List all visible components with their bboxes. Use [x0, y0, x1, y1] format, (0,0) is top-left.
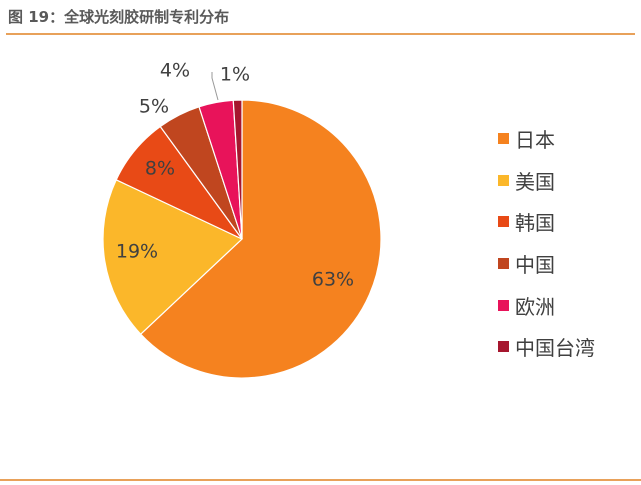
legend-item-china: 中国: [498, 243, 595, 285]
pie-slice-1: [102, 179, 244, 335]
label-leader-line: [211, 72, 219, 101]
pie-slice-5: [232, 99, 243, 240]
chart-title: 图 19：全球光刻胶研制专利分布: [8, 8, 230, 26]
legend-item-taiwan: 中国台湾: [498, 326, 595, 368]
legend-item-usa: 美国: [498, 160, 595, 202]
pie-chart: 63% 19% 8% 5% 4% 1%: [102, 60, 382, 379]
legend-swatch-japan: [498, 133, 509, 145]
legend-swatch-korea: [498, 216, 509, 228]
legend-item-japan: 日本: [498, 118, 595, 160]
legend-swatch-china: [498, 258, 509, 270]
legend-item-korea: 韩国: [498, 201, 595, 243]
legend-label-taiwan: 中国台湾: [515, 336, 595, 361]
legend-label-europe: 欧洲: [515, 294, 555, 319]
legend-label-china: 中国: [515, 253, 555, 278]
legend-item-europe: 欧洲: [498, 284, 595, 326]
data-label-3: 5%: [139, 96, 169, 118]
bottom-rule: [0, 479, 641, 481]
data-label-4: 4%: [160, 60, 190, 82]
legend-swatch-taiwan: [498, 341, 509, 353]
legend-swatch-europe: [498, 299, 509, 311]
data-label-0: 63%: [312, 269, 354, 291]
chart-legend: 日本 美国 韩国 中国 欧洲 中国台湾: [498, 118, 595, 368]
legend-label-korea: 韩国: [515, 211, 555, 236]
data-label-5: 1%: [220, 64, 250, 86]
legend-label-japan: 日本: [515, 128, 555, 153]
data-label-1: 19%: [116, 241, 158, 263]
legend-label-usa: 美国: [515, 169, 555, 194]
title-underline: [6, 33, 635, 35]
legend-swatch-usa: [498, 174, 509, 186]
data-label-2: 8%: [145, 158, 175, 180]
pie-slice-0: [139, 99, 382, 379]
